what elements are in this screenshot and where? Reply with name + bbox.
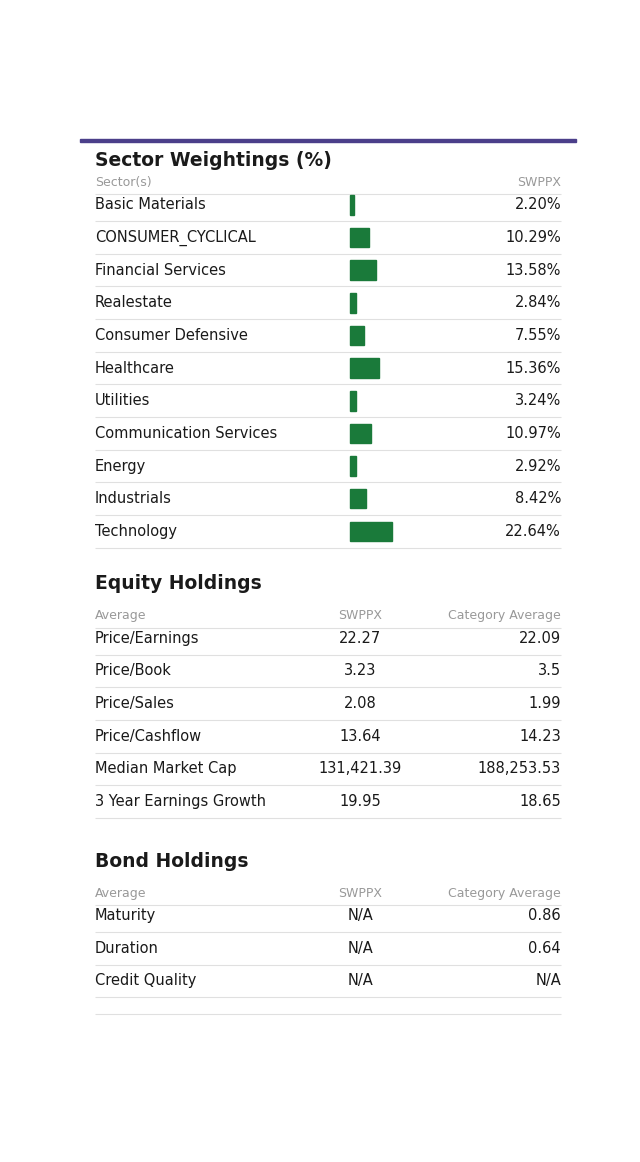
Text: SWPPX: SWPPX <box>517 175 561 189</box>
Text: 2.92%: 2.92% <box>515 459 561 474</box>
Text: Realestate: Realestate <box>95 295 173 310</box>
Text: Communication Services: Communication Services <box>95 425 277 440</box>
Bar <box>350 522 392 541</box>
Text: Category Average: Category Average <box>449 887 561 899</box>
Text: Healthcare: Healthcare <box>95 360 175 375</box>
Text: Basic Materials: Basic Materials <box>95 198 205 213</box>
Text: Category Average: Category Average <box>449 609 561 623</box>
Text: 1.99: 1.99 <box>529 696 561 711</box>
Text: 8.42%: 8.42% <box>515 492 561 507</box>
Text: Duration: Duration <box>95 941 159 956</box>
Text: Credit Quality: Credit Quality <box>95 974 196 989</box>
Text: Utilities: Utilities <box>95 393 150 408</box>
Text: 0.86: 0.86 <box>529 909 561 923</box>
Text: 22.09: 22.09 <box>519 631 561 646</box>
Bar <box>350 424 371 443</box>
Text: 22.27: 22.27 <box>339 631 381 646</box>
Text: 2.84%: 2.84% <box>515 295 561 310</box>
Text: 13.58%: 13.58% <box>506 263 561 278</box>
Text: CONSUMER_CYCLICAL: CONSUMER_CYCLICAL <box>95 229 255 245</box>
Bar <box>350 195 355 215</box>
Text: 188,253.53: 188,253.53 <box>478 761 561 776</box>
Text: Consumer Defensive: Consumer Defensive <box>95 328 248 343</box>
Text: Technology: Technology <box>95 524 177 539</box>
Text: Financial Services: Financial Services <box>95 263 226 278</box>
Bar <box>350 325 364 345</box>
Text: 15.36%: 15.36% <box>506 360 561 375</box>
Text: SWPPX: SWPPX <box>338 609 382 623</box>
Text: Energy: Energy <box>95 459 146 474</box>
Text: Sector Weightings (%): Sector Weightings (%) <box>95 151 332 171</box>
Text: N/A: N/A <box>536 974 561 989</box>
Text: 3 Year Earnings Growth: 3 Year Earnings Growth <box>95 794 266 809</box>
Text: Price/Sales: Price/Sales <box>95 696 175 711</box>
Text: 3.5: 3.5 <box>538 664 561 679</box>
Bar <box>350 228 369 248</box>
Text: 10.97%: 10.97% <box>506 425 561 440</box>
Bar <box>350 260 376 280</box>
Text: Equity Holdings: Equity Holdings <box>95 574 262 593</box>
Text: 10.29%: 10.29% <box>506 230 561 245</box>
Text: N/A: N/A <box>348 941 373 956</box>
Text: Average: Average <box>95 887 147 899</box>
Text: Price/Cashflow: Price/Cashflow <box>95 729 202 744</box>
Text: 2.20%: 2.20% <box>515 198 561 213</box>
Text: Median Market Cap: Median Market Cap <box>95 761 236 776</box>
Text: 18.65: 18.65 <box>520 794 561 809</box>
Text: 0.64: 0.64 <box>529 941 561 956</box>
Bar <box>350 293 356 313</box>
Bar <box>350 358 379 378</box>
Text: Price/Earnings: Price/Earnings <box>95 631 200 646</box>
Bar <box>350 489 366 509</box>
Text: Sector(s): Sector(s) <box>95 175 152 189</box>
Bar <box>350 390 356 410</box>
Text: Maturity: Maturity <box>95 909 156 923</box>
Text: 131,421.39: 131,421.39 <box>319 761 402 776</box>
Text: SWPPX: SWPPX <box>338 887 382 899</box>
Bar <box>80 139 576 142</box>
Text: 7.55%: 7.55% <box>515 328 561 343</box>
Text: 3.23: 3.23 <box>344 664 376 679</box>
Text: Price/Book: Price/Book <box>95 664 172 679</box>
Text: Average: Average <box>95 609 147 623</box>
Text: 13.64: 13.64 <box>339 729 381 744</box>
Bar <box>350 457 356 475</box>
Text: N/A: N/A <box>348 974 373 989</box>
Text: Bond Holdings: Bond Holdings <box>95 852 248 870</box>
Text: 19.95: 19.95 <box>339 794 381 809</box>
Text: 2.08: 2.08 <box>344 696 376 711</box>
Text: Industrials: Industrials <box>95 492 172 507</box>
Text: N/A: N/A <box>348 909 373 923</box>
Text: 3.24%: 3.24% <box>515 393 561 408</box>
Text: 14.23: 14.23 <box>520 729 561 744</box>
Text: 22.64%: 22.64% <box>506 524 561 539</box>
